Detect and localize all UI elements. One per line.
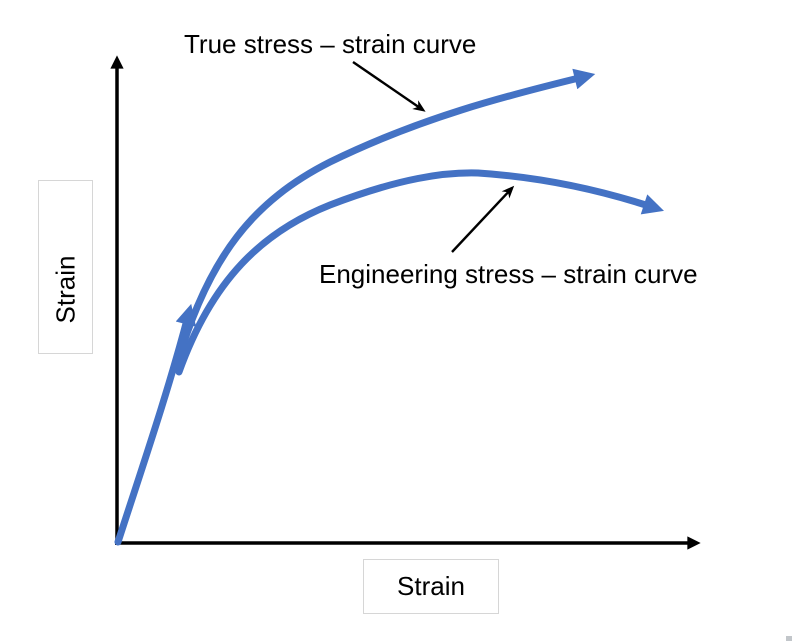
engineering-stress-strain-curve bbox=[175, 169, 664, 376]
true-stress-strain-curve bbox=[172, 68, 596, 372]
y-axis-label-box: Strain bbox=[38, 180, 93, 354]
true-curve-label: True stress – strain curve bbox=[184, 29, 477, 59]
corner-artifact bbox=[786, 636, 792, 641]
y-axis-label: Strain bbox=[50, 255, 81, 323]
engineering-curve-label: Engineering stress – strain curve bbox=[319, 259, 698, 289]
x-axis-label-box: Strain bbox=[363, 559, 499, 614]
elastic-segment-arrow bbox=[114, 303, 197, 546]
engineering-curve-pointer-arrow bbox=[451, 185, 515, 253]
true-curve-pointer-arrow bbox=[352, 61, 426, 112]
x-axis-label: Strain bbox=[397, 571, 465, 601]
